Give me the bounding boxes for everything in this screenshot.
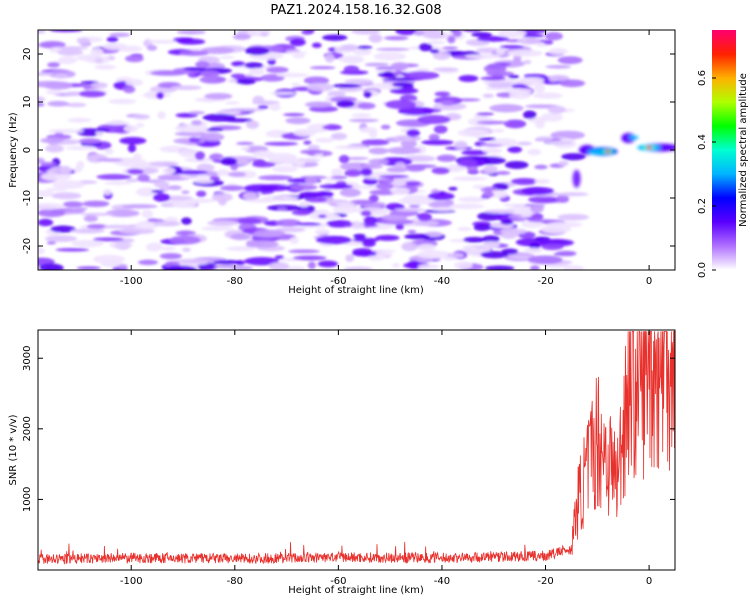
snr-series-line: [38, 331, 675, 565]
snr-x-tick-label: -40: [434, 576, 450, 587]
spectrogram-panel: -100 -80 -60 -40 -20 0 20 10 0 -10 -20 Height of …: [8, 29, 676, 296]
spectrogram-heatmap: [38, 30, 675, 270]
snr-x-tick-label: -100: [120, 576, 143, 587]
snr-y-tick-label: 3000: [22, 346, 33, 371]
colorbar-tick-label: 0.0: [697, 262, 708, 278]
spectrogram-x-tick-label: -40: [434, 276, 450, 287]
signal-blob: [605, 150, 611, 153]
snr-panel: -100 -80 -60 -40 -20 0 3000 2000 1000 Height of…: [8, 329, 676, 596]
snr-x-tick-label: -80: [227, 576, 243, 587]
snr-frame: [37, 329, 676, 571]
signal-blob: [621, 133, 636, 143]
signal-blob: [628, 135, 639, 140]
spectrogram-x-ticks: -100 -80 -60 -40 -20 0: [120, 30, 652, 287]
colorbar-tick-label: 0.6: [697, 70, 708, 86]
spectrogram-x-tick-label: -80: [227, 276, 243, 287]
spectrogram-y-tick-label: -10: [22, 190, 33, 206]
snr-y-tick-label: 1000: [22, 487, 33, 512]
spectrogram-y-ticks: 20 10 0 -10 -20: [22, 48, 675, 254]
spectrogram-ylabel: Frequency (Hz): [8, 112, 19, 188]
colorbar-tick-label: 0.2: [697, 198, 708, 214]
snr-x-ticks: -100 -80 -60 -40 -20 0: [120, 330, 652, 587]
spectrogram-y-tick-label: 10: [22, 96, 33, 109]
snr-x-tick-label: 0: [646, 576, 652, 587]
snr-y-ticks: 3000 2000 1000: [22, 346, 675, 512]
spectrogram-x-tick-label: -20: [537, 276, 553, 287]
chart-title: PAZ1.2024.158.16.32.G08: [270, 3, 441, 18]
signal-blob: [572, 169, 581, 188]
spectrogram-xlabel: Height of straight line (km): [288, 285, 424, 296]
colorbar-ticks: 0.0 0.2 0.4 0.6: [697, 70, 716, 278]
snr-x-tick-label: -20: [537, 576, 553, 587]
snr-ylabel: SNR (10 * v/v): [8, 414, 19, 485]
spectrogram-signal: [572, 133, 675, 188]
spectrogram-x-tick-label: 0: [646, 276, 652, 287]
snr-xlabel: Height of straight line (km): [288, 585, 424, 596]
snr-y-tick-label: 2000: [22, 416, 33, 441]
colorbar-gradient: [712, 30, 736, 270]
signal-blob: [645, 146, 653, 149]
spectrogram-noise: [38, 30, 590, 270]
spectrogram-y-tick-label: 0: [22, 147, 33, 153]
spectrogram-x-tick-label: -60: [330, 276, 346, 287]
colorbar: 0.0 0.2 0.4 0.6 Normalized spectral amplitu…: [697, 30, 749, 278]
snr-background: [38, 330, 675, 570]
spectrogram-x-tick-label: -100: [120, 276, 143, 287]
spectrogram-y-tick-label: 20: [22, 48, 33, 61]
colorbar-tick-label: 0.4: [697, 134, 708, 150]
spectrogram-y-tick-label: -20: [22, 238, 33, 254]
colorbar-label: Normalized spectral amplitude: [738, 73, 749, 227]
snr-x-tick-label: -60: [330, 576, 346, 587]
